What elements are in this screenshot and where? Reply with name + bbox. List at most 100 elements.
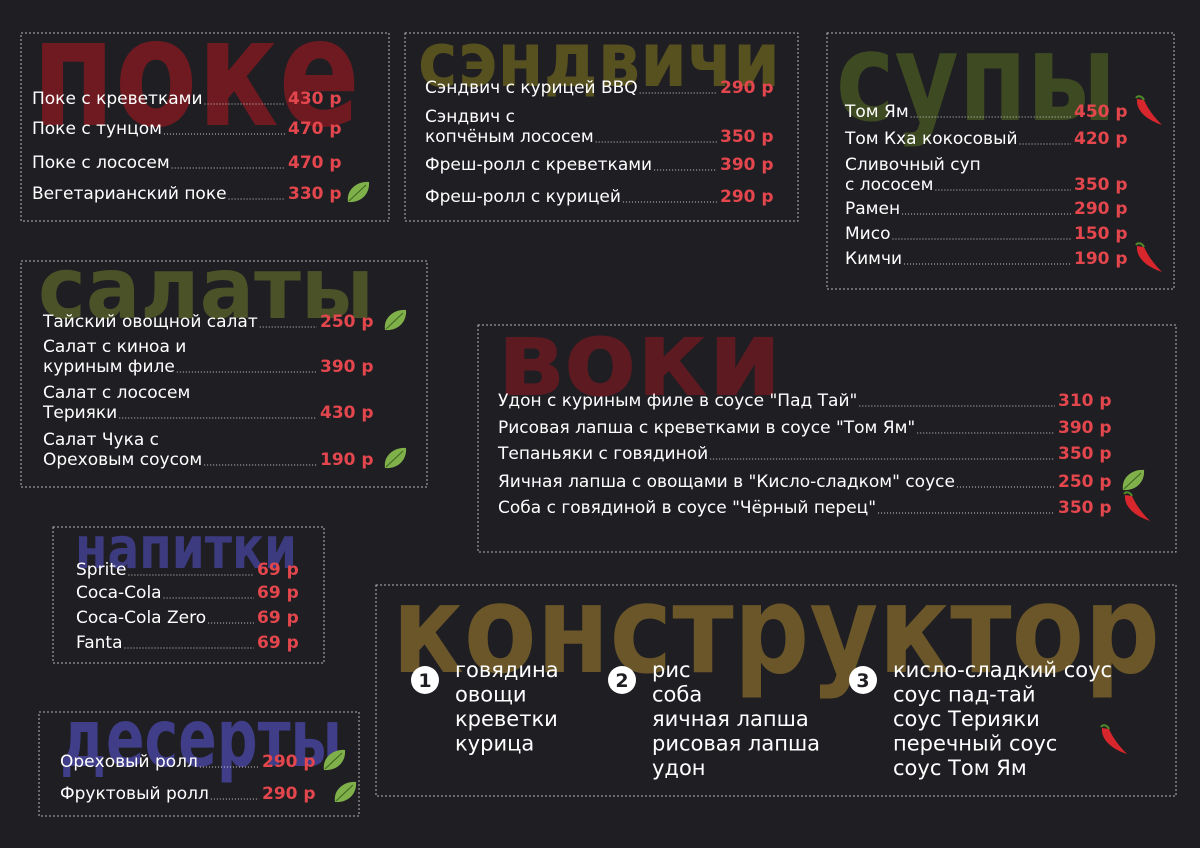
item-name-line: Тепаньяки с говядиной [497, 444, 708, 464]
item-price: 350 р [1058, 444, 1112, 464]
item-name-line: Sprite [76, 560, 126, 580]
item-name: Сливочный суп с лососем [845, 155, 981, 195]
item-name: Рисовая лапша с креветками в соусе "Том … [498, 418, 915, 438]
step-option: овощи [455, 683, 527, 707]
step-option: кисло-сладкий соус [893, 658, 1112, 682]
step-option: соус Терияки [893, 707, 1040, 731]
item-price: 390 р [720, 155, 774, 175]
section-box [477, 324, 1177, 553]
section-title: напитки [75, 514, 297, 582]
item-price: 190 р [320, 450, 374, 470]
item-name-line: Рамен [845, 199, 900, 219]
step-badge [849, 666, 877, 694]
section-box [20, 32, 390, 222]
item-name-line: Салат Чука с [43, 430, 159, 450]
item-name-line: Том Ям [844, 102, 909, 122]
item-name-line: Coca-Cola [76, 583, 162, 603]
item-price: 450 р [1074, 102, 1128, 122]
item-name: Поке с тунцом [32, 119, 162, 139]
item-price: 390 р [1058, 418, 1112, 438]
item-name-line: Coca-Cola Zero [76, 608, 206, 628]
step-number: 3 [856, 670, 869, 692]
item-name-line: Мисо [845, 224, 890, 244]
step-number: 1 [418, 670, 431, 692]
section-box [38, 711, 360, 817]
item-name: Том Кха кокосовый [844, 129, 1018, 149]
item-name: Кимчи [845, 249, 902, 269]
step-option: яичная лапша [652, 707, 809, 731]
step-option: рис [652, 658, 691, 682]
section-box [375, 584, 1177, 797]
step-badge [608, 666, 636, 694]
item-name-line: Яичная лапша с овощами в "Кисло-сладком"… [498, 472, 955, 492]
item-name-line: Ореховым соусом [43, 450, 202, 470]
item-price: 470 р [288, 119, 342, 139]
item-name-line: Fanta [76, 633, 123, 653]
item-name-line: копчёным лососем [425, 127, 594, 147]
item-price: 420 р [1074, 129, 1128, 149]
item-name: Соба с говядиной в соусе "Чёрный перец" [498, 498, 876, 518]
item-name: Поке с лососем [32, 153, 170, 173]
item-name-line: Тайский овощной салат [42, 312, 258, 332]
section-title: сэндвичи [418, 15, 780, 104]
item-price: 430 р [288, 89, 342, 109]
item-name: Coca-Cola [76, 583, 162, 603]
item-price: 150 р [1074, 224, 1128, 244]
item-name-line: Кимчи [845, 249, 902, 269]
item-price: 290 р [262, 752, 316, 772]
item-price: 350 р [1074, 175, 1128, 195]
item-name: Том Ям [844, 102, 909, 122]
item-name-line: Том Кха кокосовый [844, 129, 1018, 149]
item-name-line: Удон с куриным филе в соусе "Пад Тай" [498, 391, 857, 411]
item-price: 430 р [320, 403, 374, 423]
step-option: соба [652, 683, 702, 707]
item-name-line: Соба с говядиной в соусе "Чёрный перец" [498, 498, 876, 518]
item-price: 330 р [288, 184, 342, 204]
section-box [52, 526, 325, 664]
item-name-line: Поке с тунцом [32, 119, 162, 139]
item-price: 470 р [288, 153, 342, 173]
item-price: 290 р [1074, 199, 1128, 219]
item-price: 250 р [320, 312, 374, 332]
item-price: 190 р [1074, 249, 1128, 269]
item-name-line: куриным филе [43, 357, 175, 377]
section-title: салаты [38, 239, 374, 339]
item-name-line: Сэндвич с курицей BBQ [425, 78, 638, 98]
item-price: 290 р [262, 784, 316, 804]
item-name: Салат с киноа и куриным филе [43, 337, 186, 377]
item-name: Sprite [76, 560, 126, 580]
item-name: Удон с куриным филе в соусе "Пад Тай" [498, 391, 857, 411]
item-name: Яичная лапша с овощами в "Кисло-сладком"… [498, 472, 955, 492]
item-name-line: Поке с креветками [32, 89, 203, 109]
item-price: 69 р [257, 560, 299, 580]
step-badge [411, 666, 439, 694]
item-price: 350 р [1058, 498, 1112, 518]
step-number: 2 [615, 670, 628, 692]
step-option: удон [652, 756, 706, 780]
step-option: соус пад-тай [893, 683, 1036, 707]
item-name-line: Фреш-ролл с курицей [425, 187, 621, 207]
item-name: Сэндвич с копчёным лососем [425, 107, 594, 147]
section-box [404, 32, 799, 222]
item-name: Сэндвич с курицей BBQ [425, 78, 638, 98]
item-name: Салат Чука с Ореховым соусом [43, 430, 202, 470]
section-title: воки [497, 297, 782, 420]
item-name: Тепаньяки с говядиной [497, 444, 708, 464]
item-name: Мисо [845, 224, 890, 244]
item-name: Fanta [76, 633, 123, 653]
item-name: Фруктовый ролл [60, 784, 209, 804]
item-price: 69 р [257, 608, 299, 628]
item-name-line: Рисовая лапша с креветками в соусе "Том … [498, 418, 915, 438]
item-name: Coca-Cola Zero [76, 608, 206, 628]
section-title: конструктор [392, 559, 1160, 701]
step-option: соус Том Ям [893, 756, 1027, 780]
item-price: 250 р [1058, 472, 1112, 492]
item-name: Фреш-ролл с креветками [425, 155, 652, 175]
section-title: десерты [60, 692, 342, 785]
item-name-line: Ореховый ролл [60, 752, 198, 772]
step-option: рисовая лапша [652, 732, 820, 756]
item-name: Фреш-ролл с курицей [425, 187, 621, 207]
item-name: Тайский овощной салат [42, 312, 258, 332]
step-option: курица [455, 732, 534, 756]
